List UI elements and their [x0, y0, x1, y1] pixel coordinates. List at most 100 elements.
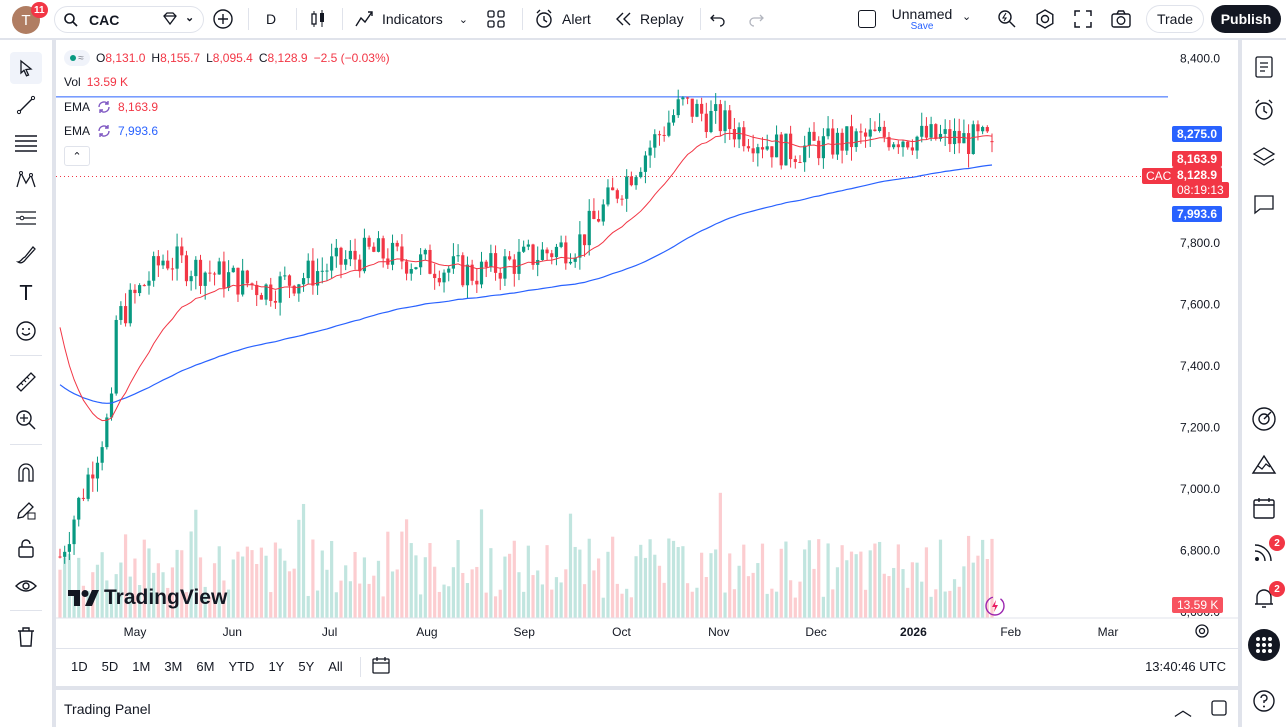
price-chart[interactable]: 8,400.08,000.07,800.07,600.07,400.07,200…: [56, 40, 1238, 648]
layouts-button[interactable]: [486, 9, 506, 32]
prediction-tool[interactable]: [10, 202, 42, 234]
alert-button[interactable]: Alert: [534, 9, 591, 29]
lightning-button[interactable]: [984, 595, 1006, 622]
volume-bar: [381, 596, 385, 618]
volume-bar: [774, 591, 779, 618]
fib-tool[interactable]: [10, 127, 42, 159]
candle-body: [250, 283, 254, 285]
quick-search-button[interactable]: [996, 8, 1018, 33]
candle-body: [184, 255, 189, 282]
timeframe-6m[interactable]: 6M: [196, 659, 215, 674]
price-tick-label: 8,400.0: [1180, 51, 1220, 65]
streams-button[interactable]: [1248, 536, 1280, 568]
timeframe-5d[interactable]: 5D: [101, 659, 119, 674]
compare-diamond-icon[interactable]: [161, 11, 179, 30]
smiley-icon: [16, 321, 36, 341]
replay-button[interactable]: Replay: [614, 9, 684, 29]
trading-panel[interactable]: Trading Panel ︿: [56, 690, 1238, 727]
timeframe-1y[interactable]: 1Y: [268, 659, 285, 674]
candle-body: [433, 273, 437, 279]
symbol-search[interactable]: CAC ⌄: [54, 6, 204, 33]
volume-bar: [255, 564, 259, 618]
timeframe-5y[interactable]: 5Y: [298, 659, 315, 674]
alerts-button[interactable]: [1248, 94, 1280, 126]
pattern-tool[interactable]: [10, 164, 42, 196]
settings-button[interactable]: [1034, 8, 1056, 33]
add-symbol-button[interactable]: [212, 8, 234, 33]
price-tick-label: 6,800.0: [1180, 543, 1220, 557]
candle-body: [287, 275, 292, 286]
chevron-down-icon[interactable]: ⌄: [962, 11, 972, 23]
volume-bar: [831, 589, 835, 618]
chat-button[interactable]: [1248, 188, 1280, 220]
remove-drawings-tool[interactable]: [10, 621, 42, 653]
low-label: L: [206, 51, 213, 65]
candle-body: [442, 272, 446, 283]
volume-bar: [559, 582, 563, 618]
maximize-panel-button[interactable]: [1210, 699, 1228, 720]
chart-panel[interactable]: 8,400.08,000.07,800.07,600.07,400.07,200…: [56, 40, 1238, 686]
cursor-tool[interactable]: [10, 52, 42, 84]
candle-body: [273, 300, 278, 303]
trade-button[interactable]: Trade: [1146, 5, 1204, 33]
axis-settings-button[interactable]: [1194, 623, 1210, 644]
indicators-button[interactable]: Indicators ⌄: [354, 9, 468, 29]
ema-slow-legend[interactable]: EMA 7,993.6: [64, 123, 158, 139]
candle-body: [175, 246, 179, 269]
volume-bar: [868, 550, 872, 618]
candle-body: [325, 270, 329, 272]
measure-tool[interactable]: [10, 366, 42, 398]
snapshot-button[interactable]: [1110, 8, 1132, 33]
timeframe-1d[interactable]: 1D: [71, 659, 88, 674]
lock-tool[interactable]: [10, 532, 42, 564]
ema-fast-legend[interactable]: EMA 8,163.9: [64, 99, 158, 115]
drawing-mode-tool[interactable]: [10, 494, 42, 526]
help-button[interactable]: [1248, 685, 1280, 717]
chevron-down-icon[interactable]: ⌄: [185, 12, 195, 24]
timeframe-1m[interactable]: 1M: [132, 659, 151, 674]
redo-button[interactable]: [746, 9, 766, 32]
utc-clock[interactable]: 13:40:46 UTC: [1145, 659, 1226, 674]
emoji-tool[interactable]: [10, 315, 42, 347]
high-label: H: [151, 51, 161, 65]
magnet-tool[interactable]: [10, 456, 42, 488]
layout-checkbox[interactable]: [858, 10, 876, 28]
visibility-tool[interactable]: [10, 570, 42, 602]
fullscreen-button[interactable]: [1072, 8, 1094, 33]
undo-icon: [710, 14, 725, 27]
calendar-button[interactable]: [1248, 492, 1280, 524]
timeframe-3m[interactable]: 3M: [164, 659, 183, 674]
mountain-icon: [1251, 454, 1277, 474]
candle-body: [611, 187, 615, 191]
target-button[interactable]: [1248, 403, 1280, 435]
chart-type-button[interactable]: [308, 9, 328, 32]
zoom-tool[interactable]: [10, 404, 42, 436]
candle-body: [404, 261, 409, 274]
notifications-button[interactable]: [1248, 582, 1280, 614]
publish-button[interactable]: Publish: [1211, 5, 1281, 33]
trendline-tool[interactable]: [10, 89, 42, 121]
collapse-legend-button[interactable]: ⌃: [64, 146, 90, 166]
timeframe-all[interactable]: All: [328, 659, 343, 674]
text-tool[interactable]: T: [10, 277, 42, 309]
candle-body: [123, 306, 128, 324]
undo-button[interactable]: [708, 9, 728, 32]
layout-name-button[interactable]: Unnamed Save: [884, 6, 960, 32]
volume-bar: [194, 509, 198, 618]
brush-tool[interactable]: [10, 239, 42, 271]
volume-bar: [161, 572, 165, 618]
timeframe-ytd[interactable]: YTD: [228, 659, 255, 674]
date-range-button[interactable]: [371, 655, 391, 678]
interval-button[interactable]: D: [266, 11, 277, 27]
volume-legend[interactable]: Vol 13.59 K: [64, 75, 128, 89]
layers-button[interactable]: [1248, 141, 1280, 173]
volume-bar: [180, 550, 184, 618]
candle-body: [868, 129, 872, 137]
watchlist-button[interactable]: [1248, 51, 1280, 83]
ideas-button[interactable]: [1248, 448, 1280, 480]
apps-button[interactable]: [1248, 629, 1280, 661]
volume-bar: [657, 565, 662, 618]
candle-body: [423, 249, 427, 255]
candle-body: [615, 190, 619, 199]
chevron-up-icon[interactable]: ︿: [1174, 700, 1192, 720]
